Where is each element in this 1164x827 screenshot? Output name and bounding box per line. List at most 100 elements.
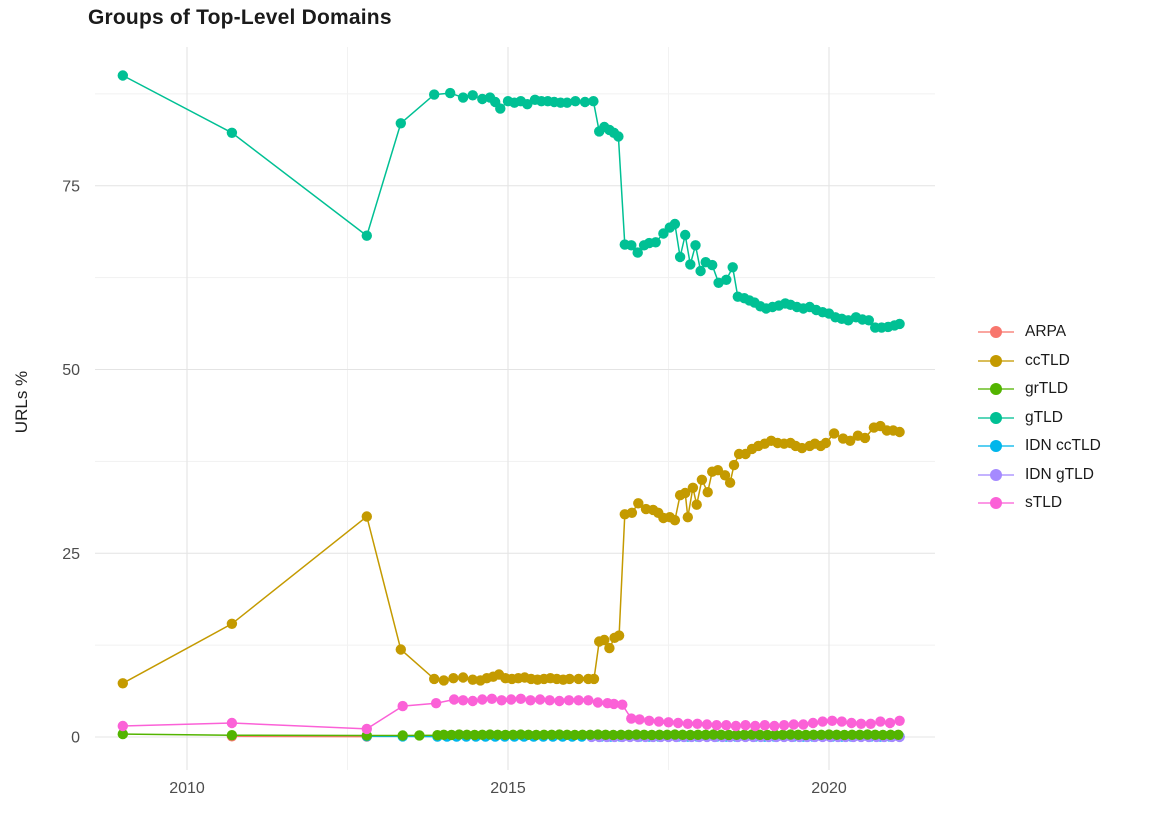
data-point <box>469 729 480 741</box>
data-point <box>650 237 661 248</box>
data-point <box>701 719 713 730</box>
data-point <box>495 103 506 114</box>
data-point <box>226 730 238 741</box>
data-point <box>692 729 704 740</box>
data-point <box>884 717 896 729</box>
legend-label: grTLD <box>1025 380 1069 398</box>
data-point <box>727 262 738 273</box>
data-point <box>477 729 488 740</box>
data-point <box>677 729 688 740</box>
chart-title: Groups of Top-Level Domains <box>88 6 392 29</box>
data-point <box>626 713 637 724</box>
data-point <box>875 716 886 727</box>
data-point <box>793 729 804 740</box>
data-point <box>477 93 488 105</box>
data-point <box>573 673 584 685</box>
data-point <box>525 695 536 706</box>
legend-item-grtld: grTLD <box>978 375 1101 404</box>
series-gtld <box>117 70 905 333</box>
data-point <box>807 717 819 729</box>
data-point <box>696 474 708 485</box>
data-point <box>507 729 519 740</box>
data-point <box>877 729 889 741</box>
data-point <box>846 729 858 740</box>
data-point <box>604 642 615 654</box>
data-point <box>579 96 591 108</box>
series-stld <box>117 693 905 735</box>
data-point <box>680 229 691 241</box>
y-tick-label: 50 <box>62 362 80 379</box>
data-point <box>515 729 526 740</box>
data-point <box>682 718 693 729</box>
data-point <box>798 719 809 730</box>
data-point <box>691 499 702 510</box>
data-point <box>680 487 691 499</box>
legend-label: ARPA <box>1025 323 1067 341</box>
data-point <box>739 729 750 740</box>
data-point <box>117 70 128 81</box>
data-point <box>588 673 600 685</box>
data-point <box>623 729 634 740</box>
data-point <box>573 695 584 706</box>
y-tick-label: 0 <box>71 730 80 747</box>
data-point <box>496 695 507 706</box>
legend-key-icon <box>978 411 1014 425</box>
x-tick-label: 2010 <box>169 780 205 797</box>
data-point <box>827 715 838 726</box>
data-point <box>702 487 713 498</box>
data-point <box>721 720 732 731</box>
data-point <box>429 89 440 100</box>
data-point <box>687 482 699 493</box>
data-point <box>769 729 781 740</box>
axis-tick-labels: 0 25 50 75 2010 2015 2020 <box>62 178 847 797</box>
data-point <box>613 630 625 641</box>
data-point <box>583 695 594 706</box>
series-cctld <box>117 420 905 689</box>
data-point <box>563 695 575 706</box>
data-point <box>728 459 740 471</box>
data-point <box>762 729 773 741</box>
legend-item-arpa: ARPA <box>978 318 1101 347</box>
data-point <box>746 729 758 740</box>
data-point <box>429 673 440 685</box>
gridlines-minor <box>95 47 935 770</box>
data-point <box>467 695 478 707</box>
legend-item-gtld: gTLD <box>978 404 1101 433</box>
data-point <box>715 729 727 740</box>
legend: ARPA ccTLD grTLD gTLD IDN ccTLD IDN gTLD sTLD <box>978 318 1101 518</box>
legend-label: IDN ccTLD <box>1025 437 1101 455</box>
data-point <box>885 729 896 740</box>
legend-item-idn-cctld: IDN ccTLD <box>978 432 1101 461</box>
data-point <box>707 259 718 271</box>
data-point <box>523 729 534 740</box>
legend-key-icon <box>978 382 1014 396</box>
data-point <box>823 729 835 740</box>
data-point <box>492 729 503 740</box>
data-point <box>731 729 742 740</box>
data-point <box>608 729 619 741</box>
data-point <box>719 470 731 481</box>
data-point <box>828 428 840 439</box>
series-arpa <box>226 731 372 742</box>
data-point <box>816 729 827 740</box>
data-point <box>554 695 565 707</box>
data-point <box>117 728 128 740</box>
legend-key-icon <box>978 439 1014 453</box>
y-tick-label: 25 <box>62 546 80 563</box>
legend-key-icon <box>978 325 1014 339</box>
data-point <box>395 644 406 655</box>
data-point <box>414 730 425 741</box>
data-point <box>730 720 742 732</box>
data-point <box>855 718 867 729</box>
data-point <box>361 723 372 735</box>
data-point <box>669 218 681 230</box>
data-point <box>484 729 496 740</box>
legend-label: gTLD <box>1025 408 1063 426</box>
data-point <box>695 265 706 277</box>
data-point <box>663 717 674 728</box>
data-point <box>397 700 408 712</box>
data-point <box>800 729 812 741</box>
data-point <box>554 729 565 740</box>
data-point <box>626 240 637 251</box>
data-point <box>894 318 905 330</box>
